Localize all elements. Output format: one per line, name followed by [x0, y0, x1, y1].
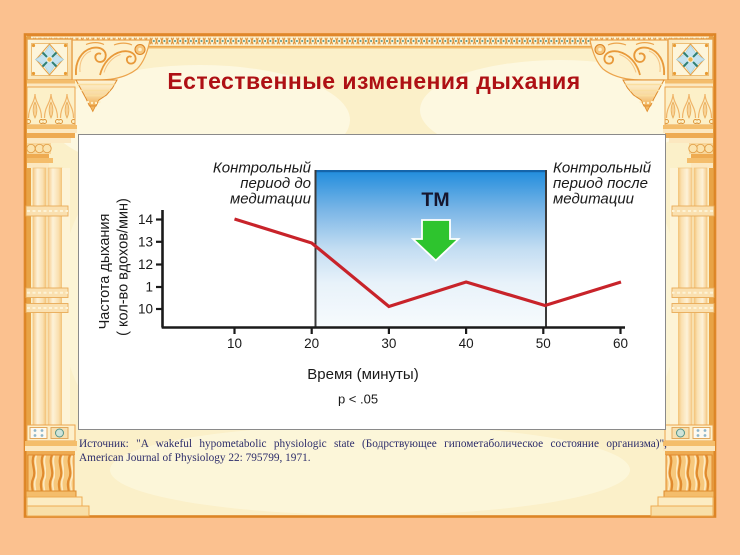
svg-text:1: 1 — [145, 280, 153, 295]
svg-text:Время (минуты): Время (минуты) — [307, 366, 418, 383]
svg-text:период после: период после — [553, 175, 648, 192]
svg-text:( кол-во вдохов/мин): ( кол-во вдохов/мин) — [116, 198, 132, 336]
svg-text:40: 40 — [459, 336, 474, 351]
svg-text:10: 10 — [138, 302, 153, 317]
svg-text:медитации: медитации — [230, 191, 312, 208]
svg-text:13: 13 — [138, 234, 153, 249]
svg-text:ТМ: ТМ — [421, 189, 449, 211]
svg-text:60: 60 — [613, 336, 628, 351]
svg-text:20: 20 — [304, 336, 319, 351]
svg-text:12: 12 — [138, 257, 153, 272]
svg-text:период до: период до — [240, 175, 311, 192]
svg-text:Контрольный: Контрольный — [553, 160, 652, 177]
svg-text:14: 14 — [138, 212, 154, 227]
svg-text:10: 10 — [227, 336, 242, 351]
svg-text:медитации: медитации — [553, 191, 635, 208]
svg-text:Частота дыхания: Частота дыхания — [97, 214, 113, 330]
svg-text:p < .05: p < .05 — [338, 392, 378, 407]
svg-text:Контрольный: Контрольный — [213, 160, 312, 177]
svg-text:50: 50 — [536, 336, 551, 351]
svg-text:30: 30 — [381, 336, 396, 351]
